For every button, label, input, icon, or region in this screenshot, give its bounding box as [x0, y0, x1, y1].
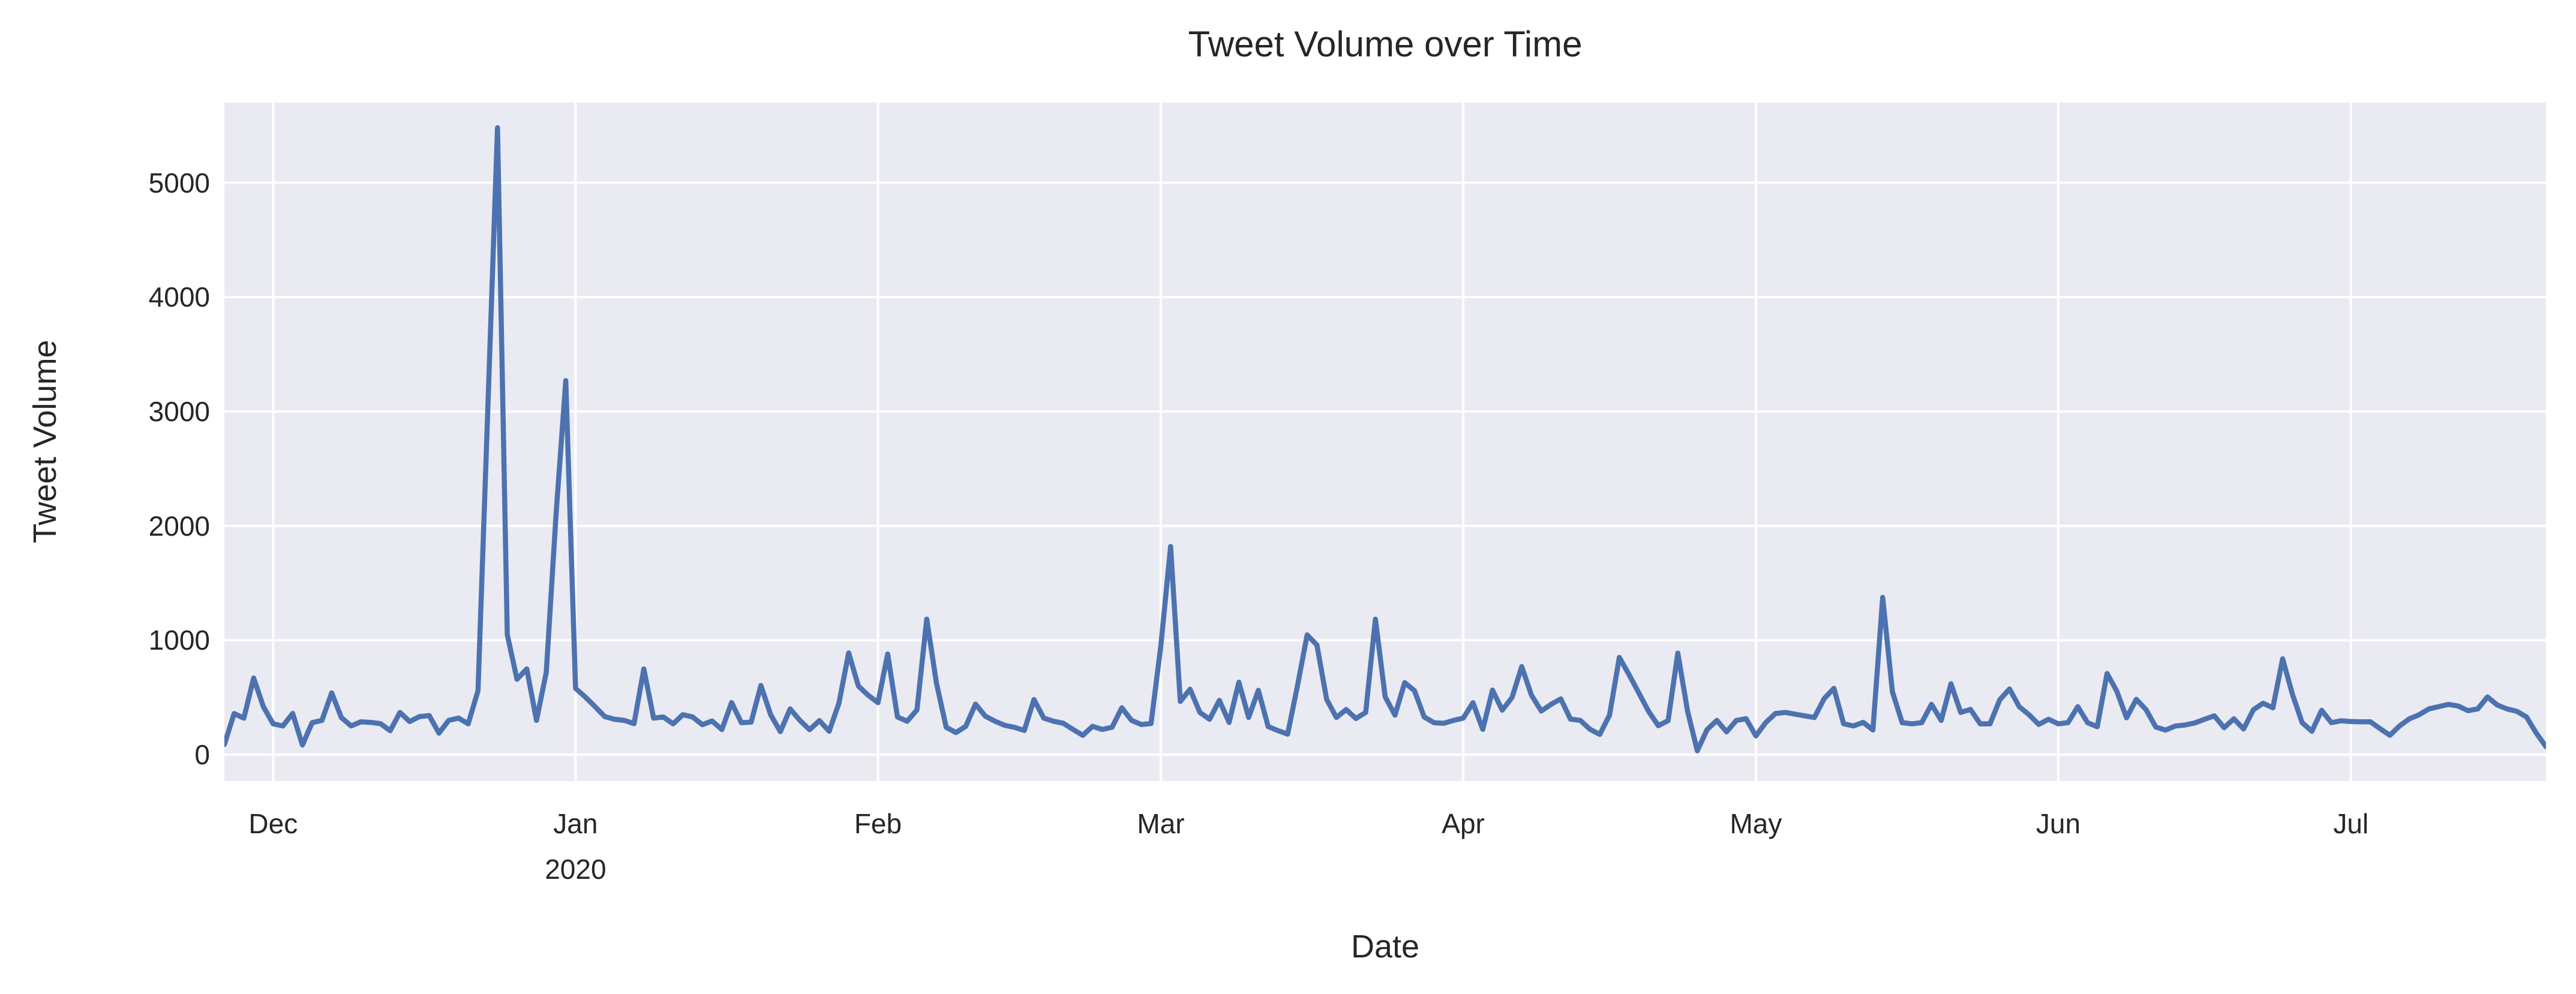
x-tick-year-label: 2020 — [545, 854, 607, 885]
x-tick-label: Apr — [1442, 808, 1485, 839]
x-tick-label: May — [1730, 808, 1782, 839]
x-axis-label: Date — [1350, 929, 1420, 965]
y-tick-label: 1000 — [148, 624, 210, 656]
chart-title: Tweet Volume over Time — [1188, 24, 1583, 64]
tweet-volume-line — [224, 125, 2546, 753]
x-tick-label: Dec — [248, 808, 298, 839]
y-tick-label: 2000 — [148, 510, 210, 542]
y-axis-label: Tweet Volume — [27, 340, 63, 543]
x-tick-label: Jun — [2035, 808, 2081, 839]
plot-area — [224, 103, 2546, 781]
y-tick-label: 3000 — [148, 395, 210, 427]
y-tick-label: 4000 — [148, 281, 210, 313]
y-tick-label: 0 — [194, 739, 210, 771]
x-tick-label: Jul — [2333, 808, 2369, 839]
line-chart-svg — [224, 103, 2546, 781]
x-tick-label: Feb — [854, 808, 902, 839]
y-tick-label: 5000 — [148, 167, 210, 199]
x-tick-label: Jan — [553, 808, 598, 839]
x-tick-label: Mar — [1137, 808, 1185, 839]
